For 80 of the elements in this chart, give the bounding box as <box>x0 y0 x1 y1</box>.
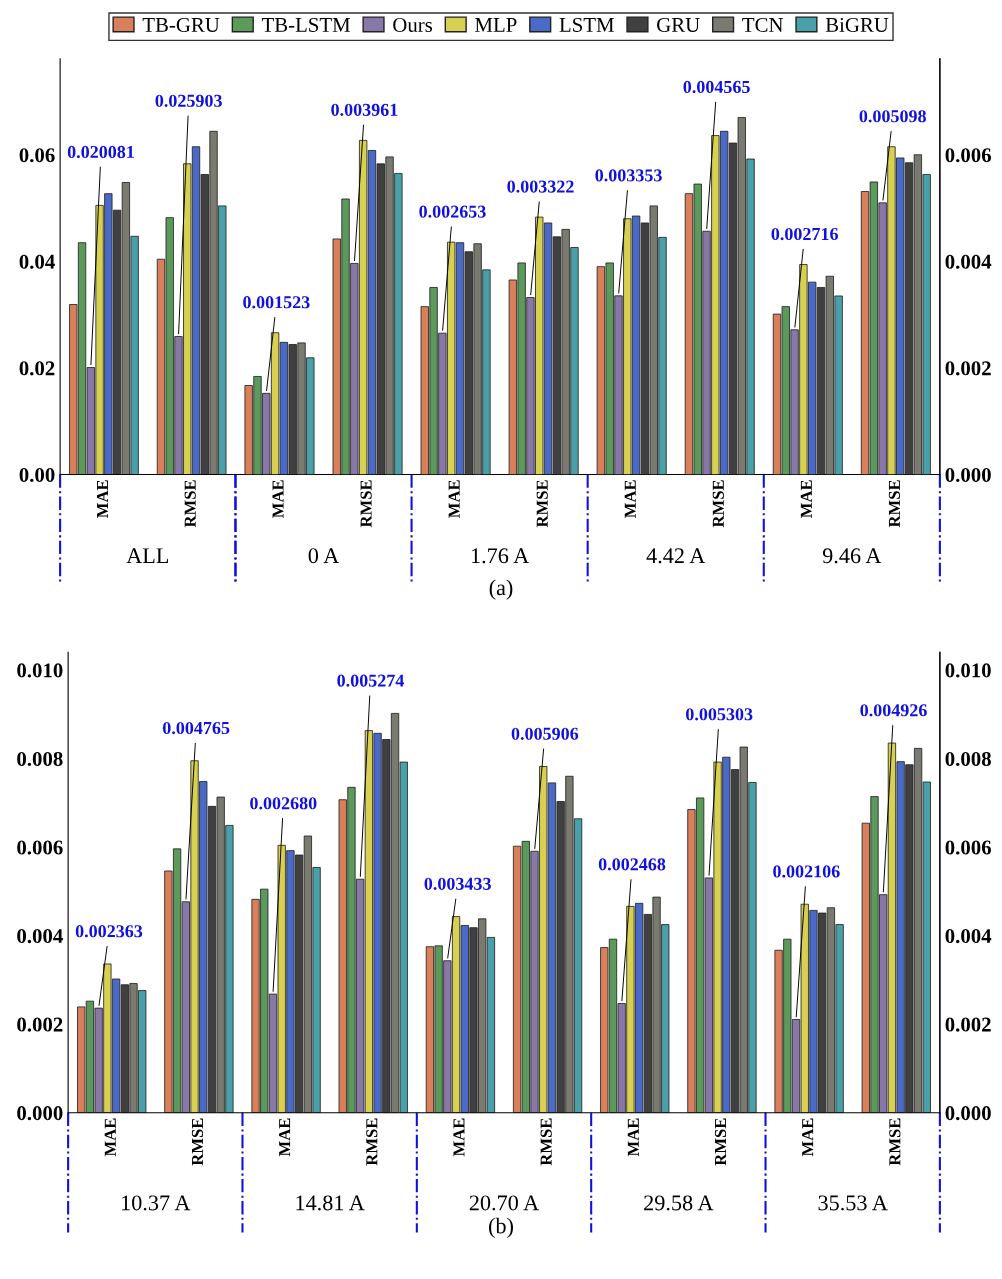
legend-label: BiGRU <box>825 17 889 32</box>
text: (b) <box>489 1217 513 1238</box>
y-tick-label: 0.02 <box>19 361 55 376</box>
data-label: 0.001523 <box>243 296 310 309</box>
y2-tick-label: 0.000 <box>945 1106 991 1121</box>
data-label: 0.003353 <box>595 169 662 182</box>
y2-tick-label: 0.002 <box>945 1017 991 1032</box>
x-tick-label: RMSE <box>360 480 372 528</box>
legend-label: MLP <box>475 18 517 32</box>
x-tick-label: MAE <box>802 1118 814 1157</box>
data-label: 0.004926 <box>860 704 927 717</box>
text: 14.81 A <box>296 1195 365 1211</box>
y2-tick-label: 0.000 <box>945 467 991 483</box>
y-tick-label: 0.008 <box>17 751 63 767</box>
data-label: 0.003961 <box>331 103 398 116</box>
y-tick-label: 0.010 <box>17 663 63 678</box>
legend-label: TB-GRU <box>142 17 220 32</box>
x-tick-label: RMSE <box>536 480 548 528</box>
x-tick-label: RMSE <box>540 1118 552 1166</box>
y-tick-label: 0.00 <box>19 467 55 483</box>
text: ALL <box>126 548 169 563</box>
x-tick-label: MAE <box>453 1118 465 1157</box>
x-tick-label: MAE <box>104 1118 116 1157</box>
data-label: 0.004765 <box>162 721 230 735</box>
data-label: 0.003433 <box>424 877 491 890</box>
y2-tick-label: 0.004 <box>945 929 992 944</box>
data-label: 0.002106 <box>773 865 840 878</box>
data-label: 0.004565 <box>683 80 750 94</box>
x-tick-label: RMSE <box>888 480 901 528</box>
text: 35.53 A <box>818 1195 888 1211</box>
x-tick-label: MAE <box>800 480 812 518</box>
x-tick-label: MAE <box>624 480 636 518</box>
x-tick-label: RMSE <box>191 1118 204 1166</box>
y2-tick-label: 0.006 <box>945 148 991 163</box>
x-tick-label: RMSE <box>714 1118 727 1166</box>
y-tick-label: 0.04 <box>19 254 55 269</box>
y-tick-label: 0.002 <box>17 1017 63 1032</box>
data-label: 0.005274 <box>337 674 404 687</box>
data-label: 0.002716 <box>771 227 838 241</box>
text: 10.37 A <box>122 1195 191 1211</box>
text: 1.76 A <box>471 548 530 564</box>
text: 0 A <box>308 548 340 564</box>
legend-label: GRU <box>657 17 700 32</box>
x-tick-label: MAE <box>448 480 460 518</box>
x-tick-label: MAE <box>627 1118 639 1157</box>
text: 4.42 A <box>646 548 706 564</box>
legend-label: TCN <box>742 17 784 32</box>
x-tick-label: MAE <box>96 480 108 518</box>
x-tick-label: RMSE <box>184 480 196 528</box>
data-label: 0.003322 <box>507 180 574 193</box>
y-tick-label: 0.006 <box>17 840 63 855</box>
x-tick-label: RMSE <box>889 1118 901 1166</box>
x-tick-label: RMSE <box>712 480 724 528</box>
data-label: 0.005906 <box>511 727 579 740</box>
y-tick-label: 0.06 <box>19 148 55 163</box>
data-label: 0.020081 <box>67 145 134 159</box>
data-label: 0.025903 <box>155 94 222 107</box>
data-label: 0.002680 <box>250 797 317 810</box>
y2-tick-label: 0.006 <box>945 840 991 855</box>
y-tick-label: 0.004 <box>17 929 63 944</box>
x-tick-label: RMSE <box>366 1118 378 1166</box>
y2-tick-label: 0.002 <box>945 361 991 376</box>
y2-tick-label: 0.010 <box>945 663 991 678</box>
data-label: 0.005098 <box>859 110 926 123</box>
text: (a) <box>489 579 513 600</box>
legend-label: LSTM <box>559 17 614 32</box>
x-tick-label: MAE <box>279 1118 291 1157</box>
legend-label: Ours <box>393 17 433 32</box>
text: 29.58 A <box>644 1195 714 1211</box>
data-label: 0.002653 <box>419 205 486 218</box>
data-label: 0.005303 <box>686 708 753 721</box>
legend-label: TB-LSTM <box>261 17 351 32</box>
text: 20.70 A <box>469 1195 540 1211</box>
x-tick-label: MAE <box>272 480 284 518</box>
text: 9.46 A <box>822 548 882 564</box>
data-label: 0.002468 <box>598 858 666 871</box>
y2-tick-label: 0.008 <box>945 751 991 767</box>
data-label: 0.002363 <box>75 925 143 938</box>
y2-tick-label: 0.004 <box>945 254 992 269</box>
y-tick-label: 0.000 <box>17 1106 63 1121</box>
